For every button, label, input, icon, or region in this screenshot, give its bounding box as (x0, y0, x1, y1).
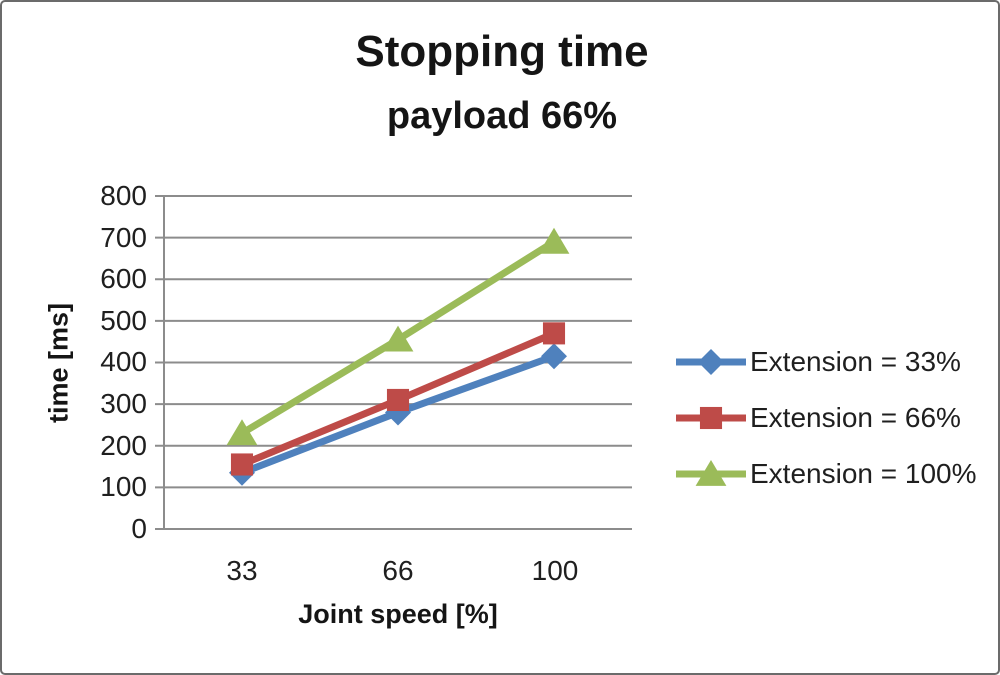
legend-item: Extension = 66% (676, 401, 961, 435)
y-tick-label: 400 (100, 346, 147, 377)
x-tick-label: 66 (382, 555, 414, 586)
legend-label: Extension = 100% (750, 458, 977, 489)
y-axis-title: time [ms] (43, 302, 74, 424)
x-tick-label: 100 (531, 555, 579, 586)
diamond-marker-icon (676, 349, 746, 375)
y-tick-label: 100 (100, 471, 147, 502)
legend-label: Extension = 66% (750, 402, 961, 433)
y-tick-label: 200 (100, 430, 147, 461)
y-tick-label: 700 (100, 222, 147, 253)
legend-label: Extension = 33% (750, 346, 961, 377)
y-tick-label: 800 (100, 180, 147, 211)
chart-subtitle: payload 66% (386, 95, 618, 137)
legend-item: Extension = 33% (676, 345, 961, 379)
x-tick-label: 33 (226, 555, 258, 586)
y-tick-label: 300 (100, 388, 147, 419)
triangle-marker-icon (676, 460, 746, 486)
square-marker-icon (676, 406, 746, 430)
x-axis-title: Joint speed [%] (298, 599, 498, 629)
y-tick-label: 500 (100, 305, 147, 336)
chart-title: Stopping time (355, 27, 649, 76)
y-tick-label: 0 (131, 513, 147, 544)
y-tick-label: 600 (100, 263, 147, 294)
legend-item: Extension = 100% (676, 457, 977, 491)
